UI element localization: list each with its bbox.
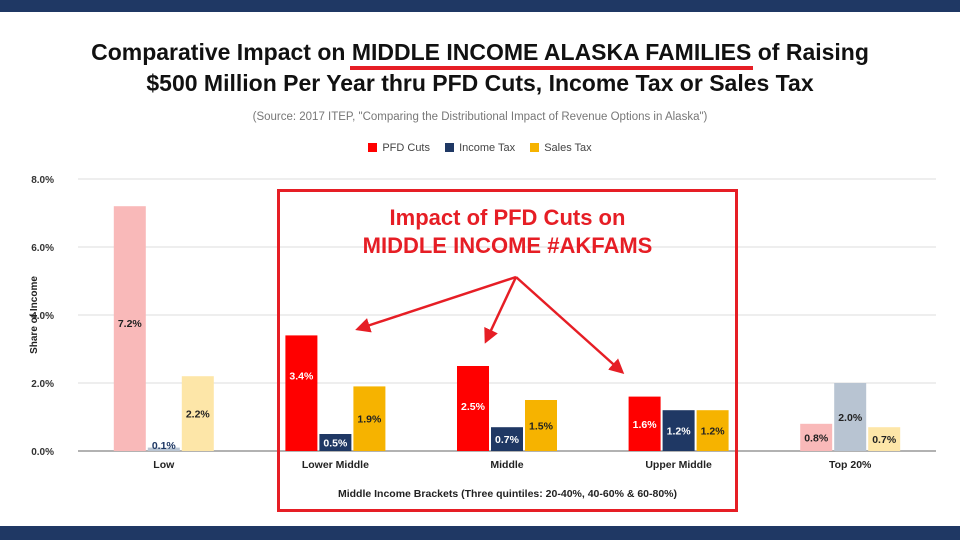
bar <box>696 410 729 451</box>
data-label: 1.2% <box>667 426 692 438</box>
legend-item-sales: Sales Tax <box>530 142 592 154</box>
data-label: 0.7% <box>872 434 897 446</box>
legend-label-income: Income Tax <box>459 142 516 154</box>
x-tick-label: Low <box>153 459 175 471</box>
callout-arrow <box>355 275 517 333</box>
data-label: 1.6% <box>633 419 658 431</box>
y-tick-label: 2.0% <box>31 379 54 390</box>
y-axis-title: Share of Income <box>29 276 40 354</box>
data-label: 3.4% <box>289 370 314 382</box>
chart-title-line2: $500 Million Per Year thru PFD Cuts, Inc… <box>146 70 814 96</box>
x-tick-label: Upper Middle <box>645 459 712 471</box>
bar <box>525 400 557 451</box>
callout-arrow <box>515 276 625 375</box>
data-label: 0.8% <box>804 432 829 444</box>
source-note: (Source: 2017 ITEP, "Comparing the Distr… <box>252 111 708 123</box>
bar <box>662 410 695 451</box>
y-tick-label: 6.0% <box>31 243 54 254</box>
legend: PFD Cuts Income Tax Sales Tax <box>0 142 960 154</box>
bar <box>628 396 661 451</box>
legend-item-pfd: PFD Cuts <box>368 142 430 154</box>
data-label: 1.9% <box>357 414 382 426</box>
data-label: 1.5% <box>529 421 554 433</box>
callout-arrow <box>484 276 518 344</box>
callout-line1: Impact of PFD Cuts on <box>389 205 626 230</box>
legend-swatch-sales <box>530 143 540 152</box>
legend-swatch-pfd <box>368 143 378 152</box>
bar <box>147 447 180 451</box>
bar <box>868 427 901 451</box>
legend-swatch-income <box>445 143 455 152</box>
data-label: 0.1% <box>152 440 177 452</box>
callout-text: Impact of PFD Cuts on MIDDLE INCOME #AKF… <box>277 204 738 260</box>
data-label: 0.7% <box>495 434 520 446</box>
data-label: 0.5% <box>323 438 348 450</box>
title-suffix: of Raising <box>751 39 869 65</box>
bar <box>113 206 146 451</box>
data-label: 7.2% <box>118 318 143 330</box>
y-tick-label: 8.0% <box>31 175 54 186</box>
bar <box>834 383 867 451</box>
x-tick-label: Lower Middle <box>302 459 369 471</box>
bar <box>457 366 489 451</box>
data-label: 1.2% <box>701 426 726 438</box>
data-label: 2.2% <box>186 409 211 421</box>
legend-item-income: Income Tax <box>445 142 515 154</box>
highlight-box <box>277 189 738 512</box>
bar <box>319 434 352 451</box>
bar <box>800 423 833 451</box>
title-highlight: MIDDLE INCOME ALASKA FAMILIES <box>349 39 753 70</box>
title-prefix: Comparative Impact on <box>91 39 352 65</box>
bar <box>285 335 318 451</box>
y-tick-label: 4.0% <box>31 311 54 322</box>
x-tick-label: Top 20% <box>829 459 872 471</box>
bar <box>181 376 214 451</box>
x-axis-title: Middle Income Brackets (Three quintiles:… <box>337 488 678 500</box>
bottom-band <box>0 526 960 540</box>
legend-label-pfd: PFD Cuts <box>382 142 430 154</box>
chart-title-line1: Comparative Impact on MIDDLE INCOME ALAS… <box>0 38 960 70</box>
top-band <box>0 0 960 12</box>
data-label: 2.0% <box>838 412 863 424</box>
y-tick-label: 0.0% <box>31 447 54 458</box>
legend-label-sales: Sales Tax <box>544 142 592 154</box>
bar <box>353 386 386 451</box>
x-tick-label: Middle <box>490 459 523 471</box>
callout-line2: MIDDLE INCOME #AKFAMS <box>362 233 653 258</box>
data-label: 2.5% <box>461 401 486 413</box>
bar <box>491 427 523 451</box>
